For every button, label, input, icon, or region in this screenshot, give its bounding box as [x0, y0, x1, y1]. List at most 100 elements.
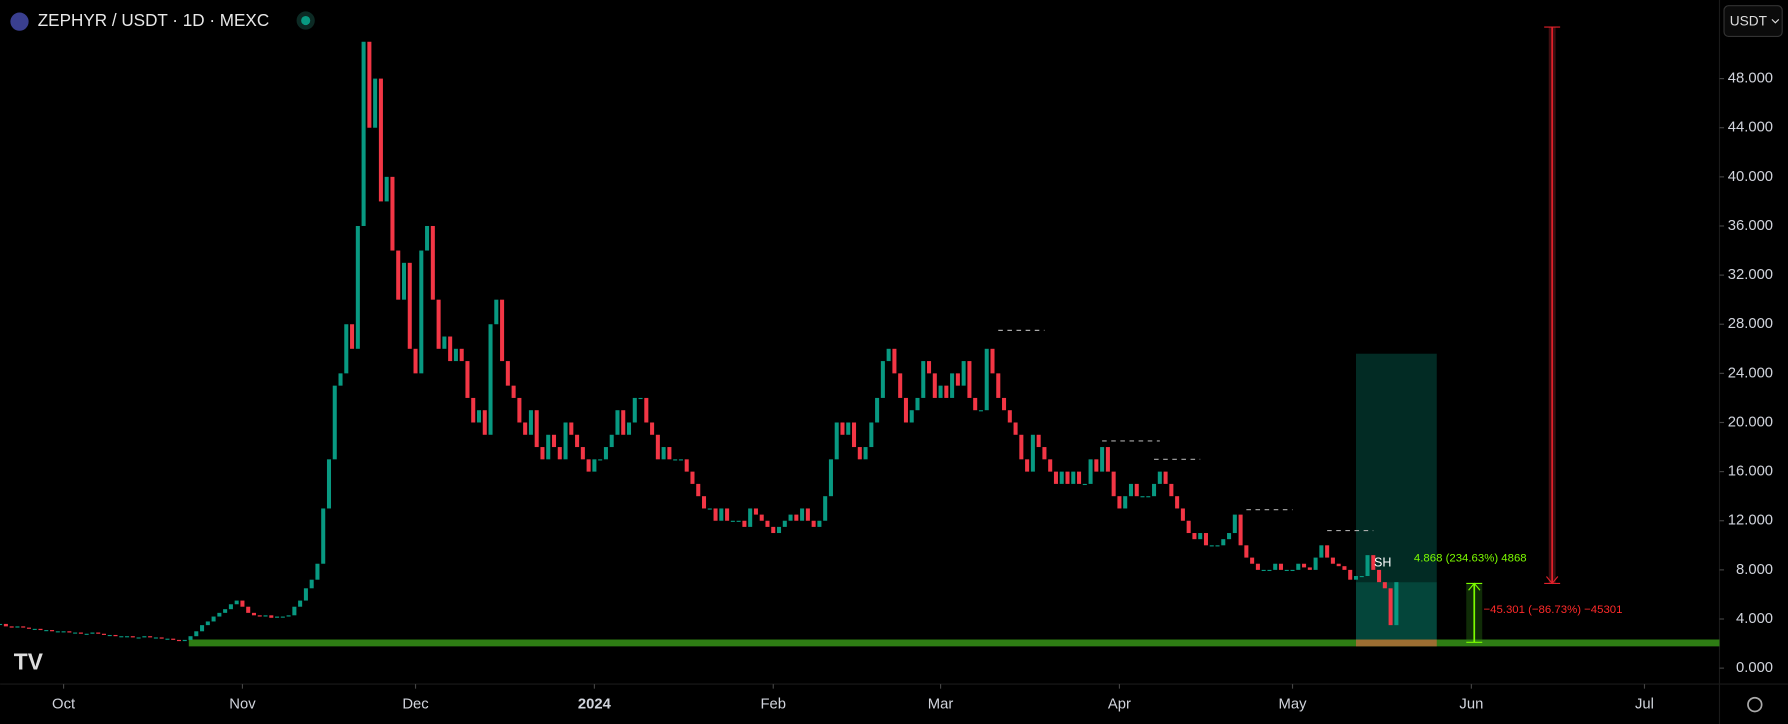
candle	[494, 299, 499, 325]
candle	[996, 373, 1001, 398]
candle	[869, 422, 874, 448]
candle	[759, 514, 764, 521]
marker-label: SH	[1374, 556, 1391, 570]
candle	[436, 299, 441, 349]
candle	[15, 626, 20, 628]
candle	[476, 410, 482, 423]
candle	[361, 41, 366, 226]
candle	[932, 373, 937, 398]
candle	[638, 397, 643, 400]
candle	[915, 397, 920, 411]
candle	[673, 459, 678, 461]
candle	[615, 410, 620, 435]
x-tick-label: Dec	[402, 697, 429, 713]
candle	[1394, 582, 1399, 626]
candle	[1267, 569, 1272, 572]
settings-icon[interactable]	[1747, 696, 1763, 713]
candle	[0, 623, 3, 626]
candle	[580, 447, 585, 460]
candle	[61, 631, 66, 633]
candle	[1353, 576, 1359, 580]
candle	[125, 636, 130, 638]
candle	[823, 496, 828, 521]
candle	[909, 410, 914, 423]
candle	[719, 508, 724, 521]
candle	[309, 579, 314, 589]
candle	[898, 373, 903, 398]
candle	[800, 508, 805, 521]
candle	[1094, 459, 1099, 472]
candle	[73, 632, 78, 634]
candle	[384, 176, 389, 202]
candle	[528, 410, 533, 435]
candle	[880, 361, 885, 398]
candle	[984, 348, 989, 411]
candle	[621, 410, 626, 435]
candle	[1348, 569, 1353, 580]
candle	[1365, 555, 1370, 577]
candle	[425, 225, 430, 251]
x-tick-label: Oct	[52, 697, 75, 713]
candle	[194, 631, 199, 637]
candle	[973, 397, 978, 411]
chart-title: ZEPHYR / USDT · 1D · MEXC	[38, 11, 269, 30]
candle	[811, 520, 816, 527]
candle	[961, 361, 966, 386]
y-tick-label: 44.000	[1728, 120, 1773, 136]
candle	[465, 361, 470, 398]
candle	[1053, 471, 1058, 484]
candle	[1336, 563, 1341, 567]
candle	[223, 609, 228, 613]
candle	[557, 447, 562, 460]
candle	[603, 447, 608, 460]
annotation: −45.301 (−86.73%) −45301	[1483, 604, 1622, 616]
candle	[794, 514, 799, 521]
candle	[407, 262, 412, 349]
candle	[1250, 557, 1255, 564]
candle	[1255, 563, 1260, 570]
candle	[886, 348, 891, 362]
candle	[1117, 496, 1122, 509]
currency-button-label[interactable]: USDT	[1730, 13, 1768, 28]
candle	[678, 459, 683, 461]
candle	[655, 434, 660, 460]
candle	[1307, 567, 1312, 570]
candle	[1065, 471, 1070, 484]
candle	[96, 632, 101, 634]
candle	[736, 520, 741, 522]
candle	[1198, 533, 1203, 540]
stop-zone	[1355, 639, 1437, 647]
candle	[667, 447, 672, 460]
candle	[459, 348, 464, 362]
candle	[551, 434, 557, 448]
candle	[200, 625, 205, 632]
candle	[534, 410, 539, 448]
candle	[280, 616, 285, 618]
candle	[182, 639, 187, 642]
candle	[286, 615, 291, 617]
currency-button[interactable]	[1723, 5, 1783, 38]
candle	[690, 471, 695, 484]
candle	[1157, 471, 1162, 484]
candle	[1261, 569, 1266, 572]
y-tick-label: 16.000	[1728, 464, 1773, 480]
candle	[1169, 483, 1174, 497]
position-target-zone	[1355, 353, 1437, 583]
candle	[1128, 483, 1133, 497]
candle	[338, 373, 343, 386]
candle	[148, 636, 153, 638]
candle	[1134, 483, 1139, 497]
candle	[1140, 496, 1145, 498]
x-tick-label: Apr	[1108, 697, 1131, 713]
candle	[742, 520, 747, 527]
y-tick-label: 20.000	[1728, 414, 1773, 430]
candle	[90, 632, 95, 634]
candle	[505, 361, 510, 386]
candle	[1232, 514, 1237, 534]
x-tick-label: Mar	[928, 697, 954, 713]
candle	[240, 600, 245, 607]
candle	[921, 361, 926, 398]
candle	[713, 508, 718, 521]
candle	[355, 225, 360, 349]
